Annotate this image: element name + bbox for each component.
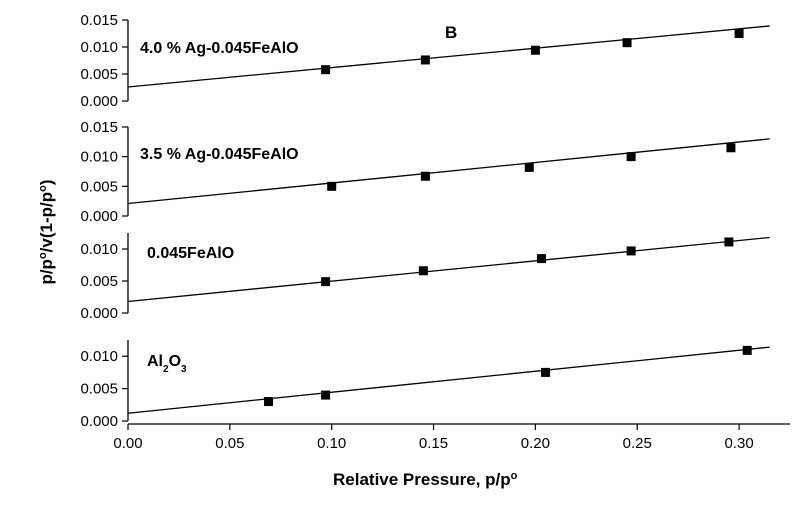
panel-letter: B (445, 23, 457, 42)
series-label: 4.0 % Ag-0.045FeAlO (140, 40, 299, 57)
x-tick-label: 0.05 (215, 435, 244, 452)
data-point (742, 345, 752, 355)
y-tick-label: 0.010 (80, 241, 118, 258)
fit-line (127, 236, 770, 303)
x-axis-title: Relative Pressure, p/po (333, 470, 518, 489)
x-tick-label: 0.30 (724, 435, 753, 452)
data-point (327, 181, 337, 191)
y-tick-label: 0.015 (80, 119, 118, 136)
data-point (541, 367, 551, 377)
x-tick-label: 0.25 (623, 435, 652, 452)
data-point (524, 162, 534, 172)
y-tick-label: 0.005 (80, 381, 118, 398)
y-tick-label: 0.010 (80, 149, 118, 166)
data-point (321, 277, 331, 287)
data-point (726, 143, 736, 153)
panel-3: 0.000 0.005 0.010 0.045FeAlO (80, 233, 770, 322)
y-tick-label: 0.010 (80, 39, 118, 56)
y-tick-label: 0.005 (80, 273, 118, 290)
data-point (536, 254, 546, 264)
data-point (734, 29, 744, 38)
x-axis: 0.00 0.05 0.10 0.15 0.20 0.25 0.30 (113, 423, 790, 452)
data-point (626, 152, 636, 162)
data-point (530, 45, 540, 55)
fit-line (127, 25, 770, 88)
data-point (321, 65, 331, 75)
x-tick-label: 0.15 (419, 435, 448, 452)
fit-line (127, 346, 770, 414)
data-point (264, 397, 274, 407)
series-label: 3.5 % Ag-0.045FeAlO (140, 146, 299, 163)
data-point (418, 266, 428, 276)
x-tick-label: 0.20 (521, 435, 550, 452)
data-point (626, 246, 636, 256)
y-tick-label: 0.005 (80, 178, 118, 195)
data-point (420, 55, 430, 65)
x-tick-label: 0.00 (113, 435, 142, 452)
y-tick-label: 0.000 (80, 208, 118, 225)
y-tick-label: 0.015 (80, 12, 118, 29)
x-tick-label: 0.10 (317, 435, 346, 452)
series-label: 0.045FeAlO (147, 245, 234, 262)
y-tick-label: 0.000 (80, 413, 118, 430)
panel-1: 0.000 0.005 0.010 0.015 4.0 % Ag-0.045FeAlO (80, 12, 770, 110)
panel-2: 0.000 0.005 0.010 0.015 3.5 % Ag-0.045FeAlO (80, 119, 770, 225)
data-point (321, 390, 331, 400)
series-label: Al2O3 (147, 353, 187, 375)
y-axis-title: p/po/v(1-p/po) (37, 179, 56, 284)
y-tick-label: 0.000 (80, 305, 118, 322)
y-tick-label: 0.000 (80, 93, 118, 110)
y-tick-label: 0.010 (80, 348, 118, 365)
data-point (622, 38, 632, 48)
y-tick-label: 0.005 (80, 66, 118, 83)
fit-line (127, 138, 770, 205)
data-point (420, 171, 430, 181)
data-point (724, 237, 734, 247)
panel-4: 0.000 0.005 0.010 Al2O3 (80, 340, 770, 430)
